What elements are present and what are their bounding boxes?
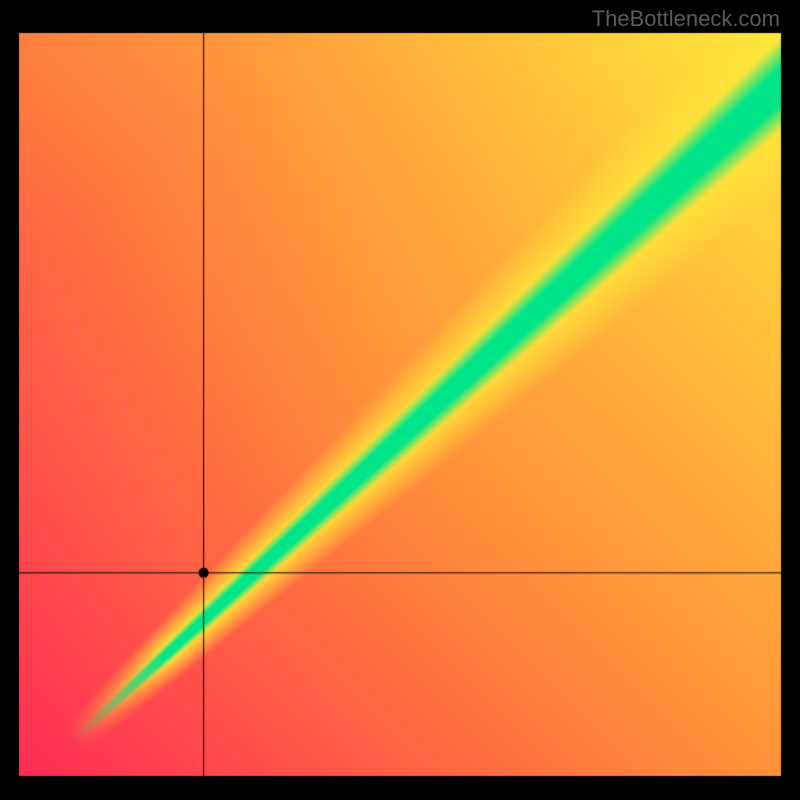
- chart-container: TheBottleneck.com: [0, 0, 800, 800]
- watermark-text: TheBottleneck.com: [592, 6, 780, 32]
- heatmap-canvas: [0, 0, 800, 800]
